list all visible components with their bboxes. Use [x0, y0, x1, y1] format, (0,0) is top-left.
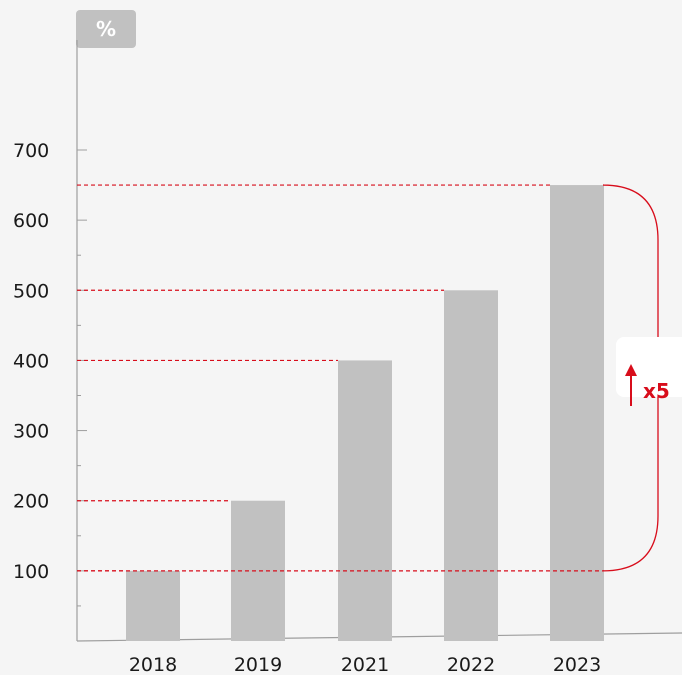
- growth-badge: x5: [616, 337, 682, 406]
- x-tick-label: 2021: [341, 654, 389, 675]
- bar-2021: [338, 360, 392, 641]
- y-tick-label: 500: [13, 280, 49, 302]
- y-tick-label: 600: [13, 210, 49, 232]
- growth-annotation: x5: [77, 184, 682, 572]
- y-tick-labels: 100 200 300 400 500 600 700: [13, 140, 49, 583]
- x-tick-label: 2023: [553, 654, 601, 675]
- y-tick-label: 700: [13, 140, 49, 162]
- y-tick-label: 200: [13, 491, 49, 513]
- bar-2018: [126, 570, 180, 641]
- growth-label: x5: [643, 379, 670, 403]
- bar-2023: [550, 185, 604, 642]
- y-tick-label: 100: [13, 561, 49, 583]
- y-tick-label: 400: [13, 350, 49, 372]
- bar-2022: [444, 290, 498, 641]
- unit-badge-bg: [76, 10, 136, 48]
- bars: [126, 185, 604, 642]
- arrow-up-icon: [625, 364, 637, 406]
- y-tick-label: 300: [13, 421, 49, 443]
- growth-badge-bg: [616, 337, 682, 397]
- unit-badge: %: [76, 10, 136, 48]
- x-tick-labels: 2018 2019 2021 2022 2023: [129, 654, 601, 675]
- x-tick-label: 2019: [234, 654, 282, 675]
- x-tick-label: 2022: [447, 654, 495, 675]
- unit-label: %: [96, 17, 116, 41]
- x-tick-label: 2018: [129, 654, 177, 675]
